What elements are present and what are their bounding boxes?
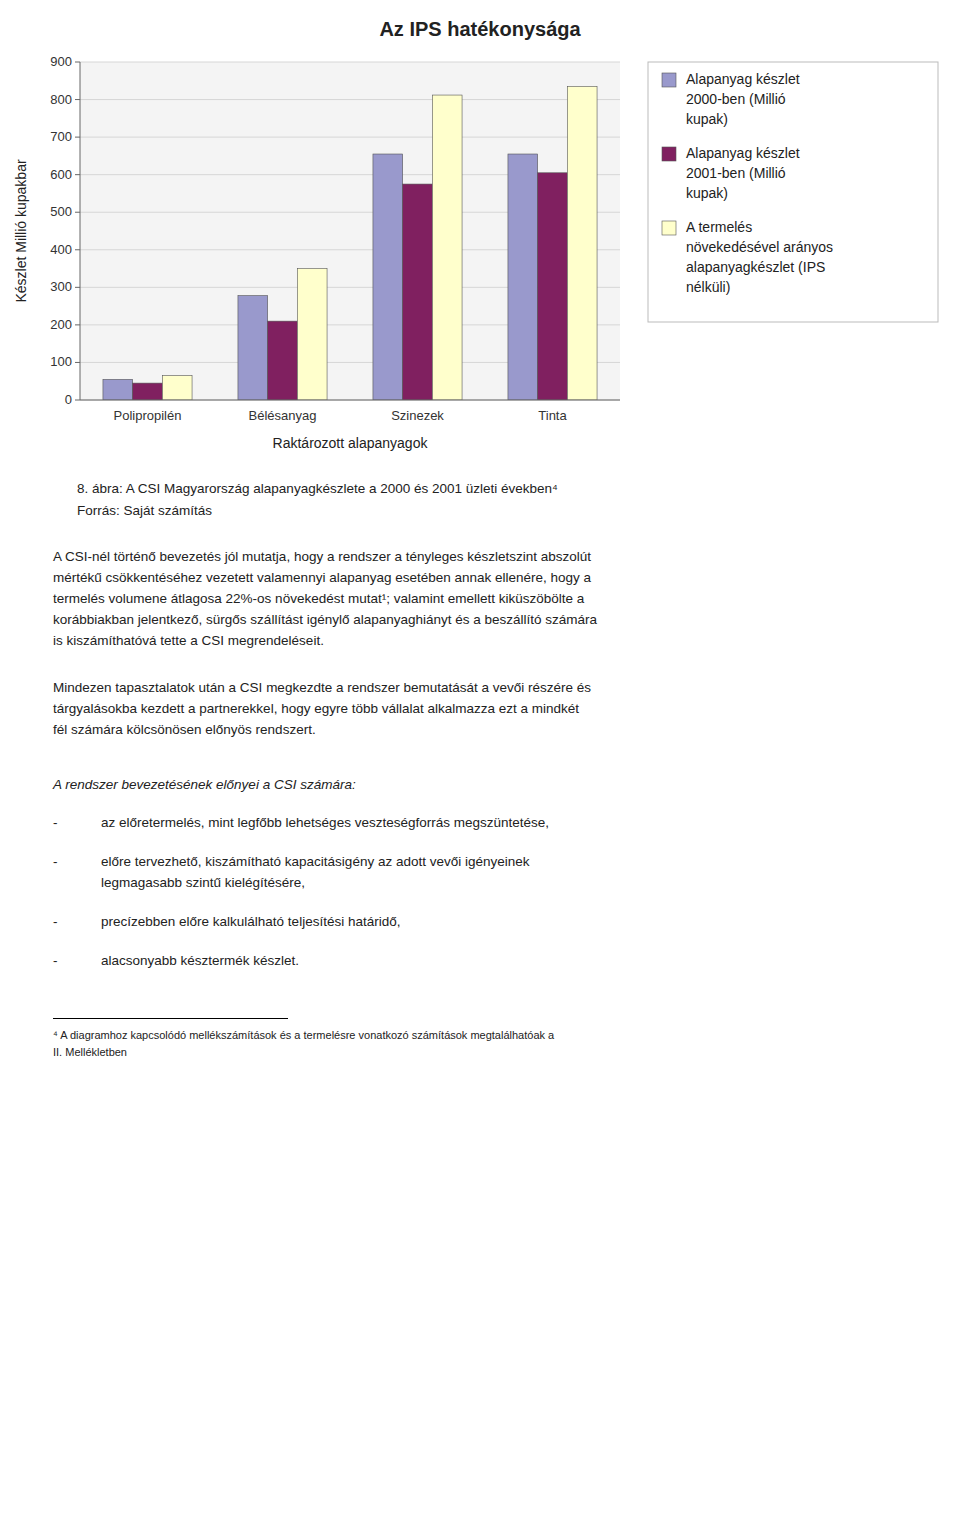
paragraph: A CSI-nél történő bevezetés jól mutatja,… [53,547,933,652]
chart: Az IPS hatékonysága 0 100 200 300 400 500 600 70… [0,0,960,470]
bullet: -alacsonyabb késztermék készlet. [53,951,933,972]
plot-area [80,62,620,400]
bar [268,321,298,400]
grid-line [80,137,620,138]
bar [432,95,462,400]
bullet: -előre tervezhető, kiszámítható kapacitá… [53,852,933,894]
tick-mark [75,324,80,325]
grid-line [80,99,620,100]
bar [103,379,133,400]
bar [538,173,568,400]
bar [297,269,327,400]
bullet-marker: - [53,813,101,834]
bullet-marker: - [53,951,101,972]
x-axis [80,400,620,401]
tick-mark [75,400,80,401]
footnote: ⁴ A diagramhoz kapcsolódó mellékszámítás… [53,1027,933,1044]
legend-entry: Alapanyag készlet 2001-ben (Millió kupak) [686,145,800,201]
legend-line: növekedésével arányos [686,239,833,255]
tick-label: 700 [50,129,72,144]
tick-label: 0 [65,392,72,407]
bar [403,184,433,400]
caption: Forrás: Saját számítás [77,500,933,522]
legend-line: alapanyagkészlet (IPS [686,259,825,275]
bullet-marker: - [53,852,101,894]
footnote: II. Mellékletben [53,1044,933,1061]
bullet-text: precízebben előre kalkulálható teljesíté… [101,912,400,933]
legend-swatch [662,221,676,235]
tick-mark [75,212,80,213]
footnotes: ⁴ A diagramhoz kapcsolódó mellékszámítás… [53,1027,933,1061]
bullet: -precízebben előre kalkulálható teljesít… [53,912,933,933]
tick-label: 100 [50,354,72,369]
title: Az IPS hatékonysága [379,18,581,40]
bar [373,154,403,400]
paragraph: Mindezen tapasztalatok után a CSI megkez… [53,678,933,741]
page-text: 8. ábra: A CSI Magyarország alapanyagkés… [53,478,933,1061]
legend-line: kupak) [686,185,728,201]
legend-entry: Alapanyag készlet 2000-ben (Millió kupak) [686,71,800,127]
tick-mark [75,62,80,63]
tick-label: 400 [50,242,72,257]
tick-mark [75,174,80,175]
heading: A rendszer bevezetésének előnyei a CSI s… [53,775,933,796]
legend-swatch [662,73,676,87]
grid-line [80,62,620,63]
category-label: Bélésanyag [249,408,317,423]
legend-box [648,62,938,322]
category-label: Polipropilén [114,408,182,423]
bar [238,296,268,400]
category-label: Tinta [538,408,567,423]
legend-line: 2000-ben (Millió [686,91,786,107]
legend-line: nélküli) [686,279,730,295]
x-axis-label: Raktározott alapanyagok [273,435,429,451]
bullet-text: az előretermelés, mint legfőbb lehetsége… [101,813,549,834]
tick-mark [75,362,80,363]
bullet-marker: - [53,912,101,933]
legend: Alapanyag készlet2000-ben (Milliókupak)A… [648,62,938,322]
legend-line: A termelés [686,219,752,235]
tick-mark [75,99,80,100]
bullet-text: előre tervezhető, kiszámítható kapacitás… [101,852,530,894]
tick-mark [75,249,80,250]
grid-line [80,400,620,401]
legend-line: Alapanyag készlet [686,145,800,161]
tick-label: 300 [50,279,72,294]
category-label: Szinezek [391,408,444,423]
bar [162,376,192,400]
tick-label: 200 [50,317,72,332]
tick-label: 500 [50,204,72,219]
legend-entry: A termelés növekedésével arányos alapanyag… [686,219,833,295]
bullet: -az előretermelés, mint legfőbb lehetség… [53,813,933,834]
footnote-separator [53,1018,288,1019]
caption: 8. ábra: A CSI Magyarország alapanyagkés… [77,478,933,500]
legend-line: 2001-ben (Millió [686,165,786,181]
y-axis [80,62,81,400]
bars [103,86,597,400]
tick-label: 600 [50,167,72,182]
legend-line: Alapanyag készlet [686,71,800,87]
bullet-text: alacsonyabb késztermék készlet. [101,951,299,972]
tick-label: 900 [50,54,72,69]
tick-mark [75,137,80,138]
tick-mark [75,287,80,288]
legend-line: kupak) [686,111,728,127]
bar [567,86,597,400]
bar [133,383,163,400]
legend-swatch [662,147,676,161]
tick-label: 800 [50,92,72,107]
y-axis-label: Készlet Millió kupakbar [13,159,29,303]
bar [508,154,538,400]
